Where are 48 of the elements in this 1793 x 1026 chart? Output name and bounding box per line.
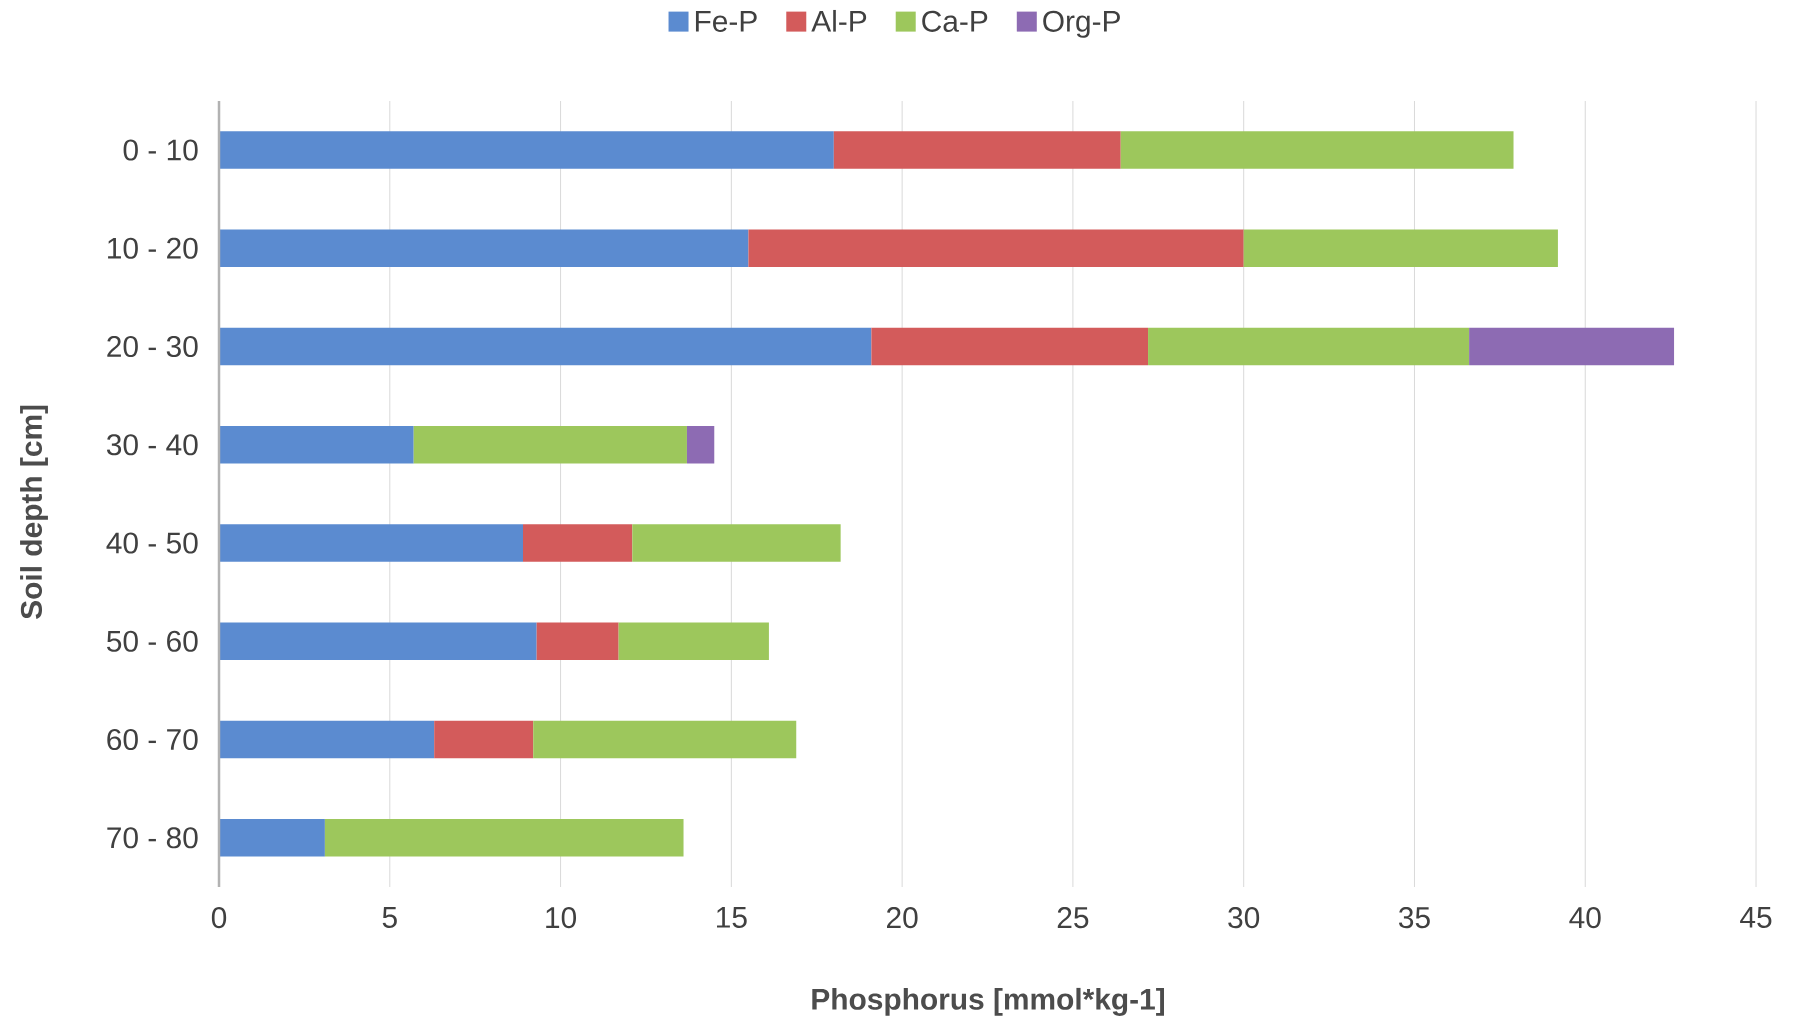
- y-tick-label: 30 - 40: [106, 434, 198, 456]
- y-axis-title: Soil depth [cm]: [20, 405, 48, 620]
- bar: [219, 229, 749, 268]
- x-tick-label: 40: [1569, 907, 1601, 929]
- x-tick-label: 30: [1228, 907, 1260, 929]
- bar: [1469, 327, 1675, 366]
- bar: [413, 426, 687, 464]
- x-tick-label: 0: [211, 907, 227, 929]
- y-tick-label: 10 - 20: [108, 237, 198, 259]
- bar: [1148, 327, 1470, 366]
- y-tick-label: 20 - 30: [107, 336, 198, 358]
- bar: [219, 819, 325, 857]
- bar: [219, 720, 435, 759]
- y-tick-label: 60 - 70: [107, 729, 198, 751]
- bar: [523, 524, 633, 562]
- y-tick-label: 40 - 50: [106, 532, 198, 554]
- legend-label: Fe-P: [695, 11, 757, 32]
- bar: [434, 720, 534, 759]
- x-tick-label: 25: [1057, 907, 1089, 929]
- bar: [686, 426, 715, 464]
- x-tick-label: 35: [1398, 907, 1430, 929]
- bar: [871, 327, 1149, 366]
- x-tick-label: 20: [887, 907, 918, 929]
- y-tick-label: 50 - 60: [107, 630, 198, 652]
- bar: [324, 819, 684, 857]
- x-tick-label: 45: [1740, 907, 1772, 928]
- x-tick-label: 15: [717, 907, 747, 928]
- bar: [219, 524, 523, 562]
- x-tick-label: 5: [382, 907, 397, 928]
- bar: [748, 229, 1244, 268]
- legend-label: Org-P: [1043, 10, 1120, 38]
- bar: [533, 720, 797, 759]
- bar: [219, 131, 834, 169]
- legend-label: Ca-P: [922, 10, 988, 32]
- bar: [219, 426, 414, 464]
- legend-label: Al-P: [811, 10, 867, 32]
- bar: [1120, 131, 1514, 169]
- bar: [833, 131, 1121, 169]
- y-tick-label: 70 - 80: [107, 827, 198, 849]
- bar: [536, 622, 619, 661]
- x-tick-label: 10: [546, 907, 577, 929]
- bar: [632, 524, 841, 562]
- y-tick-label: 0 - 10: [123, 139, 198, 161]
- bar: [219, 327, 872, 366]
- bar: [1243, 229, 1558, 268]
- bar: [618, 622, 769, 661]
- bar: [219, 622, 537, 661]
- x-axis-title: Phosphorus [mmol*kg-1]: [812, 987, 1164, 1016]
